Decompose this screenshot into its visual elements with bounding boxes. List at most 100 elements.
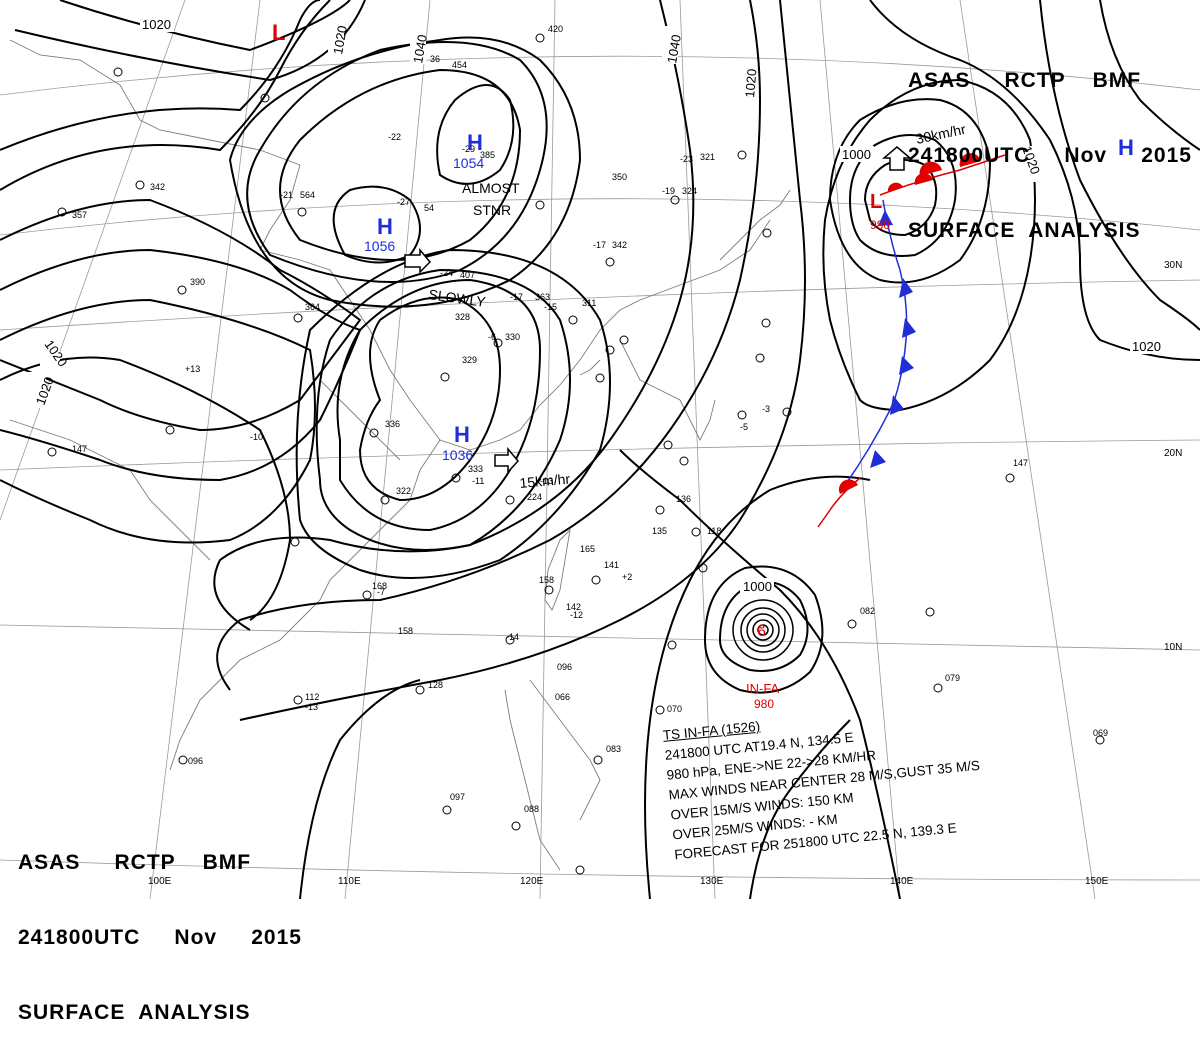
station-label: +13 — [185, 364, 200, 374]
station-label: -6 — [488, 332, 496, 342]
header-title-line3: SURFACE ANALYSIS — [18, 1001, 251, 1024]
lon-label: 140E — [890, 876, 914, 887]
station-label: -11 — [472, 476, 484, 486]
station-label: 168 — [372, 581, 387, 591]
station-label: 333 — [468, 464, 483, 474]
station-label: -19 — [662, 186, 675, 196]
lon-label: 150E — [1085, 876, 1109, 887]
cold-front-triangle — [899, 278, 913, 298]
station-label: 070 — [667, 704, 682, 714]
pressure-centers: H 1054 H 1056 H 1036 H L L 980 — [272, 20, 1134, 463]
station-label: 135 — [652, 526, 667, 536]
low-pressure-symbol: L — [870, 191, 882, 213]
station-label: -13 — [540, 476, 553, 486]
lon-label: 100E — [148, 876, 172, 887]
isobar-label: 1000 — [743, 579, 772, 594]
header-top-right: ASAS RCTP BMF 241800UTC Nov 2015 SURFACE… — [908, 18, 1192, 268]
high-pressure-value: 1036 — [442, 447, 473, 463]
lon-label: 110E — [338, 876, 361, 887]
station-label: 357 — [72, 210, 87, 220]
station-label: 322 — [396, 486, 411, 496]
isobar-label: 1020 — [142, 17, 171, 32]
station-label: 342 — [150, 182, 165, 192]
motion-label: SLOWLY — [428, 286, 488, 310]
header-title-line2: 241800UTC Nov 2015 — [18, 926, 302, 949]
station-label: 324 — [682, 186, 697, 196]
low-pressure-symbol: L — [272, 20, 285, 45]
station-label: 364 — [305, 302, 320, 312]
station-label: 330 — [505, 332, 520, 342]
cold-front — [844, 199, 916, 486]
station-labels: 420 454 -29 385 -27 54 -22 36 -24 407 -1… — [72, 24, 1108, 814]
station-label: 147 — [72, 444, 87, 454]
station-label: -14 — [506, 632, 519, 642]
station-label: 329 — [462, 355, 477, 365]
isobar-label: 1000 — [842, 147, 871, 162]
station-label: 564 — [300, 190, 315, 200]
cold-front-triangle — [899, 356, 914, 375]
typhoon-symbol: ϐ IN-FA 980 — [746, 623, 780, 711]
station-label: 363 — [535, 292, 550, 302]
warm-front — [817, 153, 1006, 528]
low-pressure-value: 980 — [870, 218, 890, 232]
header-title-line1: ASAS RCTP BMF — [908, 69, 1142, 92]
station-label: 128 — [428, 680, 443, 690]
lon-label: 120E — [520, 876, 544, 887]
station-label: -21 — [280, 190, 293, 200]
station-label: 083 — [606, 744, 621, 754]
station-label: 088 — [524, 804, 539, 814]
lat-label: 20N — [1164, 448, 1182, 459]
station-label: 158 — [398, 626, 413, 636]
station-label: -27 — [397, 197, 410, 207]
lat-label: 10N — [1164, 642, 1182, 653]
station-label: -23 — [680, 154, 693, 164]
isobar-label: 1020 — [330, 24, 350, 55]
station-label: -17 — [593, 240, 606, 250]
station-label: 385 — [480, 150, 495, 160]
station-label: -15 — [544, 302, 557, 312]
station-label: 321 — [700, 152, 715, 162]
high-pressure-symbol: H — [377, 214, 393, 239]
station-label: 350 — [612, 172, 627, 182]
station-label: 36 — [430, 54, 440, 64]
station-label: 158 — [539, 575, 554, 585]
station-label: -13 — [305, 702, 318, 712]
motion-label: STNR — [473, 202, 511, 218]
station-label: +2 — [622, 572, 632, 582]
station-markers — [47, 33, 1105, 875]
motion-label: 15km/hr — [519, 471, 571, 491]
station-label: 224 — [527, 492, 542, 502]
station-label: -5 — [740, 422, 748, 432]
station-label: 165 — [580, 544, 595, 554]
station-label: 096 — [188, 756, 203, 766]
station-label: -10 — [250, 432, 263, 442]
cold-front-triangle — [902, 318, 916, 338]
station-label: 336 — [385, 419, 400, 429]
station-label: 141 — [604, 560, 619, 570]
high-pressure-symbol: H — [1118, 135, 1134, 160]
station-label: 112 — [305, 692, 319, 702]
station-label: 54 — [424, 203, 434, 213]
warm-front-semicircle — [887, 182, 903, 192]
header-title-line1: ASAS RCTP BMF — [18, 851, 252, 874]
isobar-labels: 1020 1020 1040 1040 1020 1000 1020 1020 … — [26, 16, 1164, 594]
warm-front-semicircle — [919, 161, 942, 176]
graticule-labels: 30N 20N 10N 100E 110E 120E 130E 140E 150… — [148, 260, 1182, 887]
typhoon-glyph: ϐ — [757, 623, 766, 640]
cold-front-triangle — [870, 450, 886, 468]
header-title-line2: 241800UTC Nov 2015 — [908, 144, 1192, 167]
station-label: 118 — [707, 526, 721, 536]
high-pressure-symbol: H — [454, 422, 470, 447]
station-label: 136 — [676, 494, 691, 504]
typhoon-rings — [732, 599, 794, 661]
cold-front-triangle — [878, 210, 893, 226]
isobar-label: 1040 — [410, 33, 430, 64]
high-pressure-value: 1054 — [453, 155, 484, 171]
station-label: 142 — [566, 602, 581, 612]
station-label: -17 — [510, 292, 523, 302]
isobar-label: 1040 — [664, 33, 684, 64]
motion-label: ALMOST — [462, 180, 520, 196]
lon-label: 130E — [700, 876, 724, 887]
station-label: 069 — [1093, 728, 1108, 738]
high-pressure-value: 1056 — [364, 238, 395, 254]
